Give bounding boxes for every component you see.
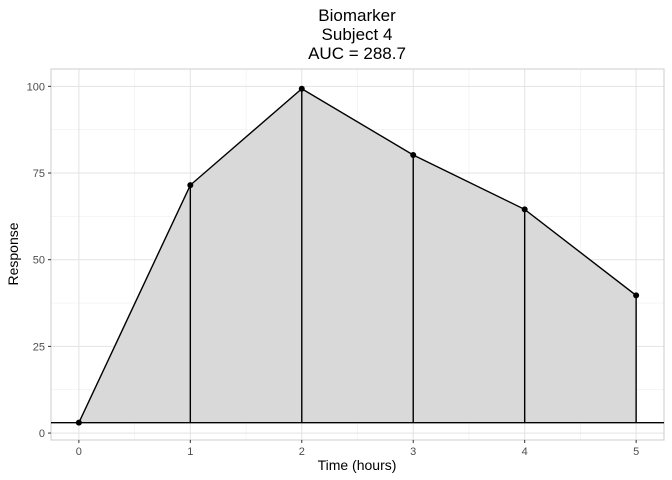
plot-layer xyxy=(51,85,664,426)
x-axis-ticks: 0 1 2 3 4 5 xyxy=(76,440,639,458)
y-tick-label: 50 xyxy=(33,255,45,267)
x-tick-label: 5 xyxy=(633,446,639,458)
x-axis-title: Time (hours) xyxy=(318,457,397,473)
panel-border xyxy=(50,68,665,441)
data-point xyxy=(298,85,305,92)
y-axis-title: Response xyxy=(5,222,21,285)
x-tick-label: 1 xyxy=(187,446,193,458)
y-axis-ticks: 0 25 50 75 100 xyxy=(27,81,51,440)
y-tick-label: 100 xyxy=(27,81,45,93)
title-line-2: Subject 4 xyxy=(322,25,393,44)
y-tick-label: 25 xyxy=(33,341,45,353)
y-tick-label: 75 xyxy=(33,168,45,180)
title-line-1: Biomarker xyxy=(318,6,396,25)
chart-title: Biomarker Subject 4 AUC = 288.7 xyxy=(308,6,406,63)
data-point xyxy=(633,292,640,299)
auc-area xyxy=(78,88,637,423)
x-tick-label: 2 xyxy=(299,446,305,458)
data-point xyxy=(521,206,528,213)
x-tick-label: 4 xyxy=(522,446,528,458)
x-tick-label: 0 xyxy=(76,446,82,458)
response-line xyxy=(78,87,637,423)
y-tick-label: 0 xyxy=(39,428,45,440)
data-point xyxy=(410,151,417,158)
data-point xyxy=(187,182,194,189)
title-line-3: AUC = 288.7 xyxy=(308,44,406,63)
x-tick-label: 3 xyxy=(410,446,416,458)
data-point xyxy=(75,419,82,426)
